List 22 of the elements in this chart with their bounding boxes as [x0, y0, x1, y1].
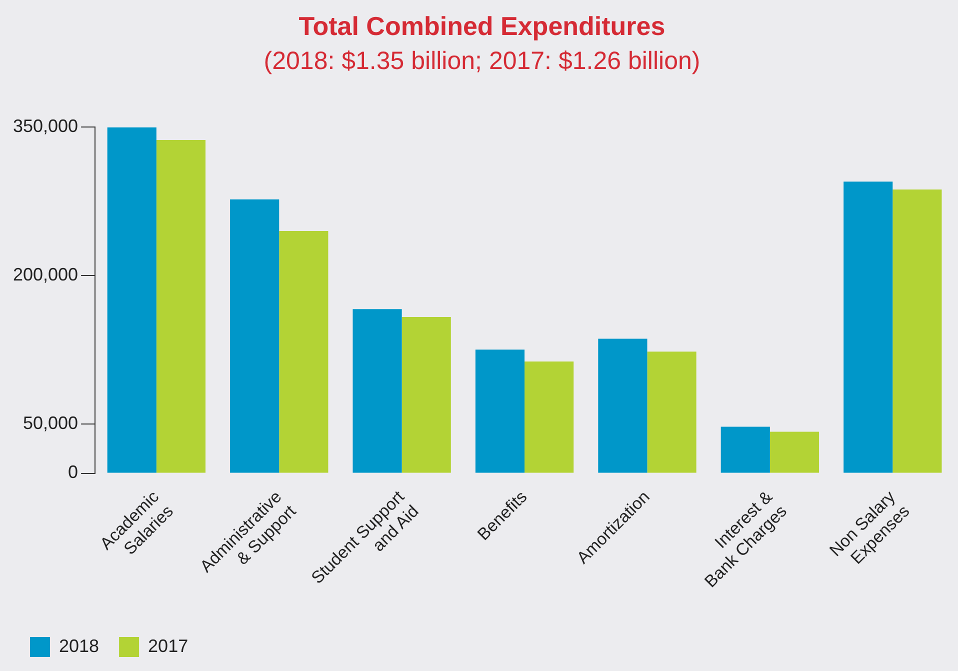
legend-label: 2018: [59, 636, 100, 656]
bar: [279, 231, 328, 473]
bar: [352, 309, 402, 473]
y-tick-label: 0: [68, 462, 78, 482]
chart-subtitle: (2018: $1.35 billion; 2017: $1.26 billion): [264, 47, 700, 76]
bar: [107, 127, 156, 473]
bar: [720, 426, 770, 473]
legend-label: 2017: [148, 636, 188, 656]
bar: [844, 182, 893, 473]
bar: [524, 362, 574, 473]
bar: [598, 338, 648, 473]
chart-title: Total Combined Expenditures: [298, 10, 666, 41]
bar: [475, 350, 525, 473]
bar: [892, 189, 942, 473]
y-tick-label: 350,000: [12, 116, 78, 136]
y-tick-label: 50,000: [23, 412, 78, 433]
bar: [230, 199, 280, 473]
bar: [156, 140, 206, 473]
bar: [402, 317, 451, 473]
y-tick-label: 200,000: [12, 264, 78, 284]
bar: [770, 432, 820, 473]
bar: [647, 352, 696, 473]
